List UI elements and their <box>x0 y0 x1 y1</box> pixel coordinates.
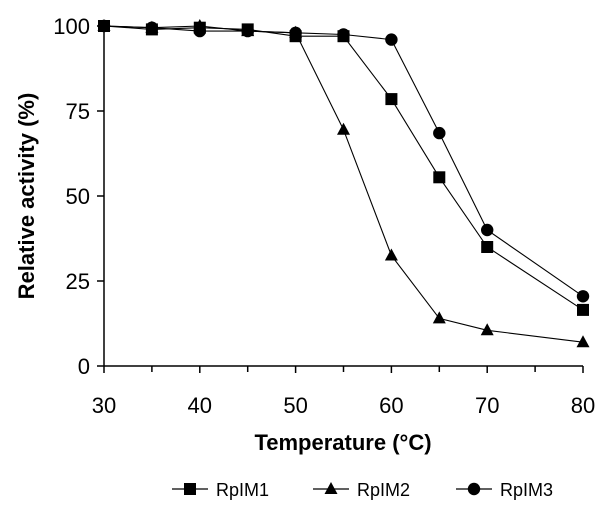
data-point-rpim3 <box>97 19 111 33</box>
data-point-rpim3 <box>145 21 159 34</box>
data-point-rpim3 <box>576 290 590 303</box>
data-point-rpim1 <box>481 241 494 253</box>
x-tick-label: 30 <box>92 393 116 418</box>
data-point-rpim3 <box>385 33 398 46</box>
data-point-rpim2 <box>480 323 494 336</box>
data-point-rpim3 <box>193 24 206 38</box>
data-point-rpim2 <box>384 248 398 261</box>
axes <box>103 26 583 367</box>
legend-item-rpim3: RpIM3 <box>456 480 553 500</box>
y-tick-label: 25 <box>66 269 90 294</box>
legend-item-rpim1: RpIM1 <box>172 480 269 500</box>
series-rpim2 <box>97 19 590 348</box>
data-point-rpim2 <box>576 335 590 348</box>
series-group <box>97 19 590 348</box>
series-rpim1 <box>98 20 589 316</box>
x-tick-label: 80 <box>571 393 595 418</box>
series-line-rpim1 <box>103 25 584 311</box>
x-tick-label: 40 <box>188 393 212 418</box>
x-tick-label: 50 <box>283 393 307 418</box>
data-point-rpim1 <box>577 303 589 316</box>
x-axis-title: Temperature (°C) <box>254 430 431 455</box>
data-point-rpim2 <box>432 311 446 324</box>
legend-label: RpIM3 <box>500 480 553 500</box>
y-tick-label: 100 <box>53 14 90 39</box>
data-point-rpim2 <box>337 122 350 135</box>
legend-label: RpIM2 <box>357 480 410 500</box>
series-line-rpim2 <box>103 25 584 343</box>
legend-label: RpIM1 <box>216 480 269 500</box>
data-point-rpim3 <box>289 26 302 39</box>
legend: RpIM1 RpIM2 RpIM3 <box>172 480 553 500</box>
data-point-rpim1 <box>385 93 398 106</box>
tick-group: 0 25 50 75 100 30 40 50 60 70 80 <box>53 14 595 418</box>
data-point-rpim3 <box>241 24 254 38</box>
legend-marker-rpim2 <box>324 482 338 494</box>
legend-marker-rpim1 <box>184 483 196 495</box>
x-tick-label: 70 <box>475 393 499 418</box>
data-point-rpim3 <box>337 28 350 41</box>
data-point-rpim3 <box>481 223 494 237</box>
data-point-rpim3 <box>433 126 446 140</box>
y-tick-label: 75 <box>66 99 90 124</box>
y-axis-title: Relative activity (%) <box>14 93 39 300</box>
y-tick-label: 50 <box>66 184 90 209</box>
series-line-rpim3 <box>103 25 584 297</box>
data-point-rpim1 <box>433 171 446 184</box>
legend-marker-rpim3 <box>467 482 481 496</box>
legend-item-rpim2: RpIM2 <box>313 480 410 500</box>
x-tick-label: 60 <box>379 393 403 418</box>
y-tick-label: 0 <box>78 354 90 379</box>
series-rpim3 <box>97 19 590 303</box>
